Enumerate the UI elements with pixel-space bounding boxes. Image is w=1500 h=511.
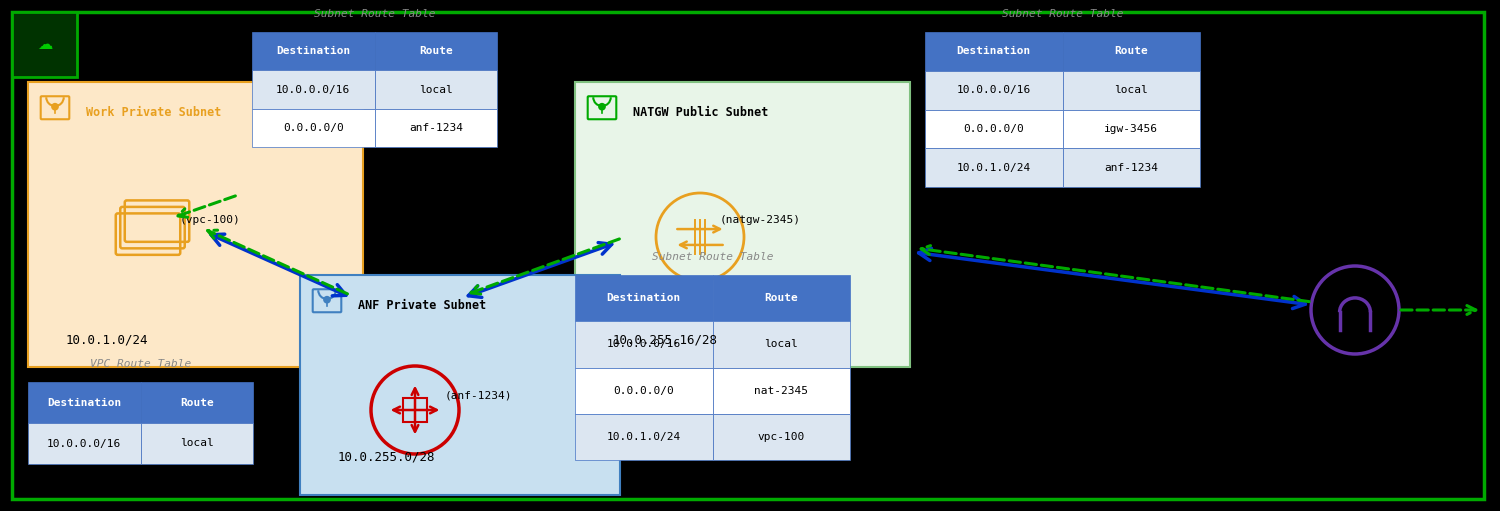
FancyBboxPatch shape bbox=[712, 367, 850, 414]
Text: 0.0.0.0/0: 0.0.0.0/0 bbox=[963, 124, 1024, 134]
Text: Route: Route bbox=[419, 46, 453, 56]
Text: Work Private Subnet: Work Private Subnet bbox=[86, 105, 222, 119]
FancyBboxPatch shape bbox=[574, 367, 712, 414]
FancyBboxPatch shape bbox=[141, 423, 254, 464]
Circle shape bbox=[324, 296, 330, 303]
FancyBboxPatch shape bbox=[926, 32, 1062, 71]
Circle shape bbox=[53, 104, 58, 110]
Circle shape bbox=[598, 104, 604, 110]
Text: local: local bbox=[1114, 85, 1148, 95]
FancyBboxPatch shape bbox=[28, 382, 141, 423]
FancyBboxPatch shape bbox=[252, 32, 375, 71]
Text: 10.0.0.0/16: 10.0.0.0/16 bbox=[46, 438, 122, 449]
Text: NATGW Public Subnet: NATGW Public Subnet bbox=[633, 105, 768, 119]
FancyBboxPatch shape bbox=[1062, 148, 1200, 187]
Text: vpc-100: vpc-100 bbox=[758, 432, 806, 442]
Text: anf-1234: anf-1234 bbox=[1104, 162, 1158, 173]
FancyBboxPatch shape bbox=[375, 32, 496, 71]
FancyBboxPatch shape bbox=[712, 321, 850, 367]
Text: Route: Route bbox=[180, 398, 213, 407]
FancyBboxPatch shape bbox=[141, 382, 254, 423]
FancyBboxPatch shape bbox=[926, 71, 1062, 109]
FancyBboxPatch shape bbox=[375, 71, 496, 109]
Text: 0.0.0.0/0: 0.0.0.0/0 bbox=[284, 123, 344, 133]
FancyBboxPatch shape bbox=[252, 109, 375, 147]
Text: Subnet Route Table: Subnet Route Table bbox=[651, 252, 774, 262]
FancyBboxPatch shape bbox=[28, 423, 141, 464]
FancyBboxPatch shape bbox=[1062, 32, 1200, 71]
Text: 10.0.1.0/24: 10.0.1.0/24 bbox=[66, 334, 148, 346]
Text: anf-1234: anf-1234 bbox=[408, 123, 462, 133]
FancyBboxPatch shape bbox=[574, 321, 712, 367]
Text: 10.0.255.16/28: 10.0.255.16/28 bbox=[614, 334, 718, 346]
Text: (natgw-2345): (natgw-2345) bbox=[720, 215, 801, 225]
Text: 10.0.0.0/16: 10.0.0.0/16 bbox=[606, 339, 681, 350]
Text: (anf-1234): (anf-1234) bbox=[444, 390, 512, 400]
Text: Subnet Route Table: Subnet Route Table bbox=[1002, 9, 1124, 19]
Text: 10.0.0.0/16: 10.0.0.0/16 bbox=[276, 84, 351, 95]
Text: Destination: Destination bbox=[276, 46, 351, 56]
Text: nat-2345: nat-2345 bbox=[754, 386, 808, 396]
Text: VPC Route Table: VPC Route Table bbox=[90, 359, 190, 369]
Text: igw-3456: igw-3456 bbox=[1104, 124, 1158, 134]
Text: 0.0.0.0/0: 0.0.0.0/0 bbox=[614, 386, 674, 396]
Text: Route: Route bbox=[1114, 47, 1148, 56]
FancyBboxPatch shape bbox=[574, 82, 910, 367]
FancyBboxPatch shape bbox=[926, 148, 1062, 187]
FancyBboxPatch shape bbox=[252, 71, 375, 109]
FancyBboxPatch shape bbox=[300, 275, 620, 495]
FancyBboxPatch shape bbox=[1062, 109, 1200, 148]
FancyBboxPatch shape bbox=[926, 109, 1062, 148]
Text: 10.0.1.0/24: 10.0.1.0/24 bbox=[957, 162, 1030, 173]
Text: 10.0.0.0/16: 10.0.0.0/16 bbox=[957, 85, 1030, 95]
Text: (vpc-100): (vpc-100) bbox=[180, 215, 240, 225]
FancyBboxPatch shape bbox=[1062, 71, 1200, 109]
Text: local: local bbox=[765, 339, 798, 350]
Text: Subnet Route Table: Subnet Route Table bbox=[314, 9, 435, 19]
Text: local: local bbox=[180, 438, 213, 449]
Text: local: local bbox=[419, 84, 453, 95]
Text: ☁: ☁ bbox=[38, 37, 52, 52]
FancyBboxPatch shape bbox=[574, 414, 712, 460]
Text: 10.0.255.0/28: 10.0.255.0/28 bbox=[338, 451, 435, 463]
FancyBboxPatch shape bbox=[712, 275, 850, 321]
FancyBboxPatch shape bbox=[375, 109, 496, 147]
Text: Destination: Destination bbox=[957, 47, 1030, 56]
Text: ANF Private Subnet: ANF Private Subnet bbox=[358, 298, 486, 312]
FancyBboxPatch shape bbox=[712, 414, 850, 460]
Text: Route: Route bbox=[765, 293, 798, 303]
FancyBboxPatch shape bbox=[12, 12, 76, 77]
Text: 10.0.1.0/24: 10.0.1.0/24 bbox=[606, 432, 681, 442]
Text: Destination: Destination bbox=[606, 293, 681, 303]
Text: Destination: Destination bbox=[46, 398, 122, 407]
FancyBboxPatch shape bbox=[28, 82, 363, 367]
FancyBboxPatch shape bbox=[574, 275, 712, 321]
